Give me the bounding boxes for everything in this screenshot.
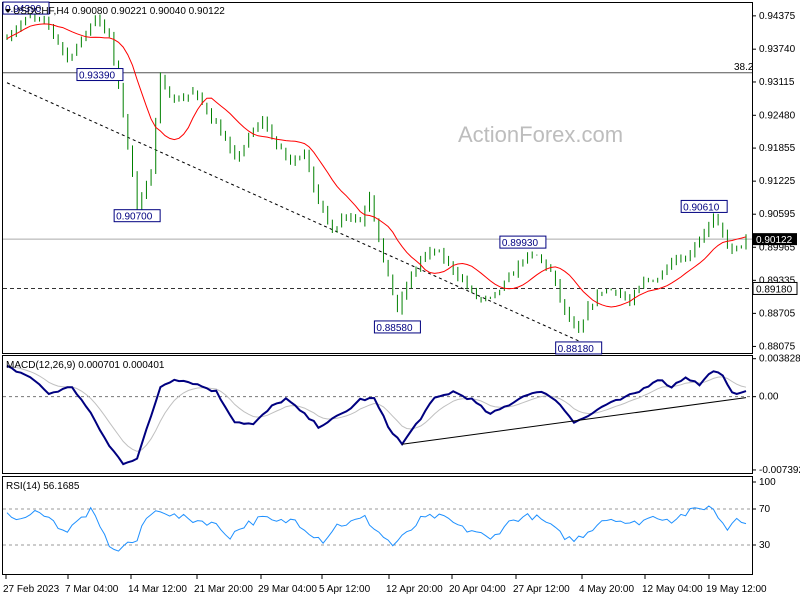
price-label-text: 0.90700	[116, 212, 153, 223]
macd-title: MACD(12,26,9) 0.000701 0.000401	[6, 360, 165, 371]
price-axis-label: 0.93115	[759, 77, 795, 88]
price-label-box	[373, 320, 421, 334]
macd-line	[6, 364, 747, 466]
rsi-axis-label: 70	[759, 504, 771, 515]
price-label-text: 0.93390	[79, 71, 116, 82]
rsi-axis-label: 100	[759, 477, 776, 488]
rsi-pane[interactable]	[2, 476, 753, 575]
watermark: ActionForex.com	[458, 122, 623, 147]
symbol-header: USDCHF,H4 0.90080 0.90221 0.90040 0.9012…	[5, 6, 225, 17]
price-axis-label: 0.91225	[759, 176, 796, 187]
price-axis-label: 0.90595	[759, 209, 796, 220]
moving-average-line	[6, 23, 747, 308]
time-axis-label: 27 Apr 12:00	[513, 584, 570, 595]
price-axis-label: 0.91855	[759, 143, 796, 154]
price-axis-label: 0.94375	[759, 11, 796, 22]
price-label-text: 0.90610	[683, 202, 720, 213]
rsi-title: RSI(14) 56.1685	[6, 481, 80, 492]
price-axis-label: 0.88705	[759, 308, 796, 319]
price-label-box	[2, 1, 50, 15]
macd-axis-label: -0.007392	[759, 465, 800, 476]
current-price-tag	[753, 233, 797, 246]
time-axis-label: 14 Mar 12:00	[128, 584, 187, 595]
price-layer: 38.2 0.94390 0.93390 0.90700 0.88580 0.89930 0…	[2, 1, 754, 355]
macd-pane[interactable]	[2, 355, 753, 474]
price-label-text: 0.94390	[5, 4, 42, 15]
price-axis-label: 0.93740	[759, 44, 796, 55]
time-axis-label: 4 May 20:00	[579, 584, 634, 595]
macd-axis-label: 0.003828	[759, 354, 800, 365]
price-label-box	[499, 235, 547, 249]
price-axis-label: 0.89335	[759, 275, 796, 286]
price-label-box	[555, 341, 603, 355]
rsi-axis-label: 30	[759, 540, 771, 551]
axis-layer: 0.94375 0.93740 0.93115 0.92480 0.91855 0.912…	[3, 11, 800, 595]
price-title: USDCHF,H4 0.90080 0.90221 0.90040 0.9012…	[13, 6, 225, 17]
macd-trendline	[401, 397, 747, 445]
price-label-box	[76, 68, 124, 82]
current-price-text: 0.90122	[756, 235, 793, 246]
time-axis-label: 21 Mar 20:00	[194, 584, 253, 595]
macd-axis-label: 0.00	[759, 392, 779, 403]
time-axis-label: 7 Mar 04:00	[65, 584, 119, 595]
time-axis-label: 20 Apr 04:00	[449, 584, 506, 595]
rsi-line	[6, 505, 747, 552]
fib-38-2-label: 38.2	[734, 62, 754, 73]
time-axis-label: 12 May 04:00	[642, 584, 703, 595]
time-axis-label: 19 May 12:00	[706, 584, 767, 595]
price-label-text: 0.88180	[558, 344, 595, 355]
price-label-box	[680, 199, 728, 213]
dropdown-triangle-icon[interactable]	[5, 9, 11, 13]
price-pane[interactable]	[2, 2, 753, 354]
time-axis-label: 5 Apr 12:00	[319, 584, 371, 595]
time-axis-label: 27 Feb 2023	[3, 584, 60, 595]
price-axis-label: 0.88075	[759, 341, 796, 352]
time-axis-label: 29 Mar 04:00	[258, 584, 317, 595]
price-label-text: 0.89930	[502, 238, 539, 249]
descending-trendline	[6, 82, 579, 342]
rsi-layer	[3, 505, 752, 552]
price-label-text: 0.88580	[376, 323, 413, 334]
price-axis-label: 0.89965	[759, 242, 796, 253]
support-price-tag	[752, 281, 798, 295]
support-price-text: 0.89180	[756, 284, 793, 295]
time-axis-label: 12 Apr 20:00	[386, 584, 443, 595]
price-axis-label: 0.92480	[759, 110, 796, 121]
price-label-box	[113, 209, 161, 223]
macd-layer	[3, 364, 752, 466]
